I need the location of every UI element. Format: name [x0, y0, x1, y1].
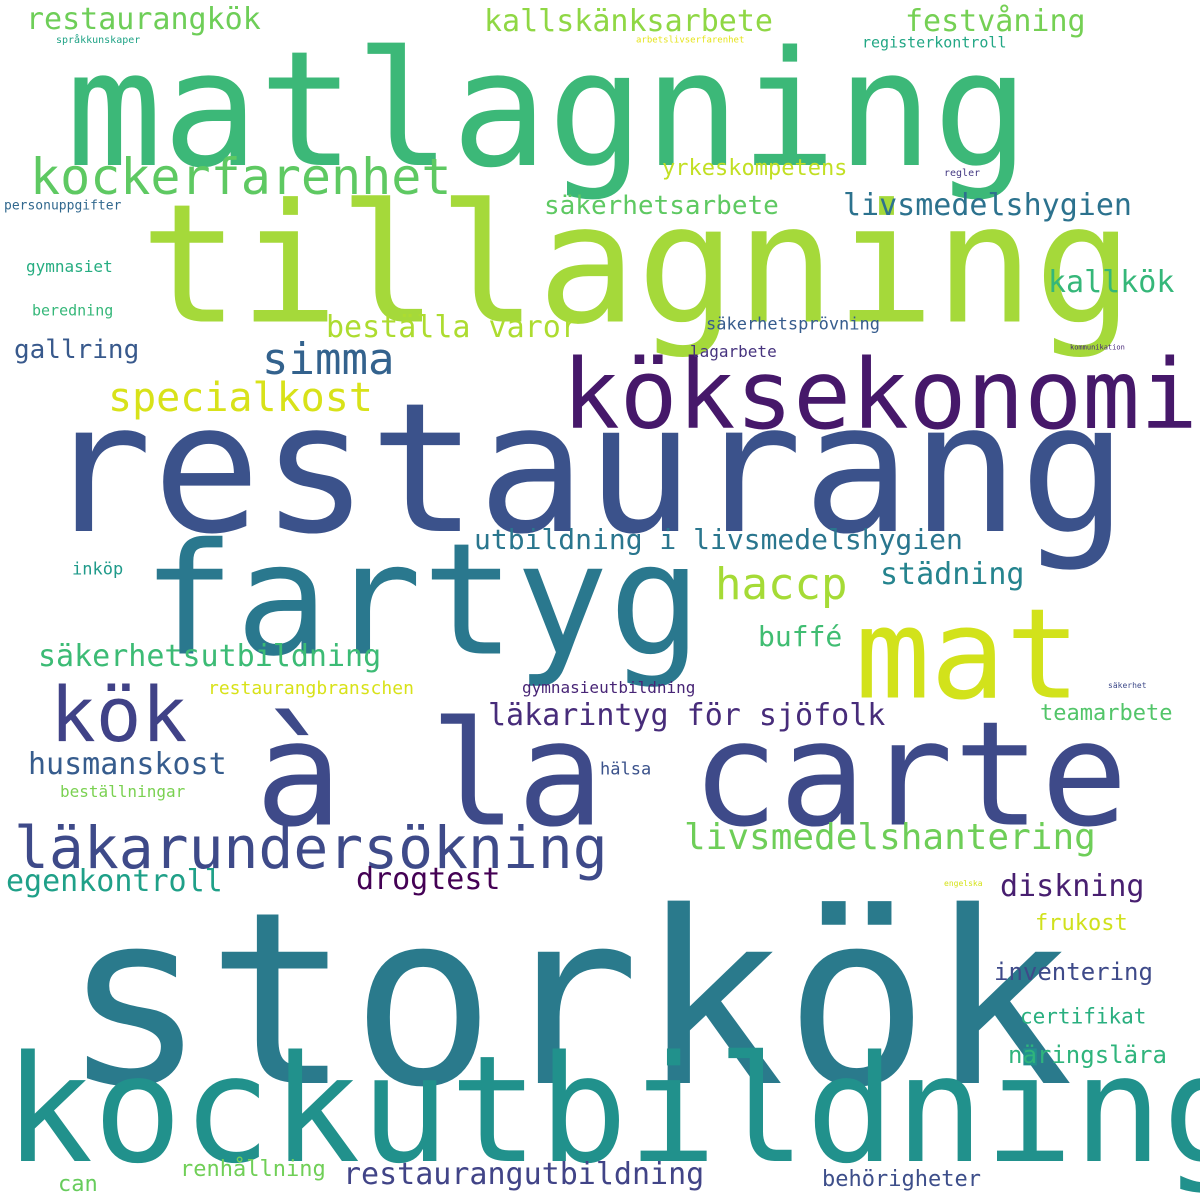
- word-lakarundersokning: läkarundersökning: [14, 814, 608, 882]
- word-bestalla-varor: beställa varor: [326, 310, 579, 345]
- word-engelska: engelska: [944, 879, 983, 888]
- word-kallskanksarbete: kallskänksarbete: [484, 4, 773, 39]
- word-inkop: inköp: [72, 559, 124, 580]
- word-matlagning: matlagning: [66, 16, 1030, 203]
- word-renhallning: renhållning: [180, 1157, 326, 1182]
- word-can: can: [58, 1172, 98, 1197]
- word-beredning: beredning: [32, 301, 114, 320]
- word-halsa: hälsa: [600, 759, 652, 780]
- word-kockerfarenhet: kockerfarenhet: [30, 148, 452, 206]
- word-storkok: storkök: [62, 860, 1074, 1140]
- word-buffe: buffé: [758, 620, 843, 653]
- word-restaurangkok: restaurangkök: [26, 2, 261, 37]
- word-restaurangutbildning: restaurangutbildning: [343, 1157, 705, 1192]
- word-egenkontroll: egenkontroll: [6, 864, 223, 899]
- word-drogtest: drogtest: [356, 862, 501, 897]
- word-sakerhet: säkerhet: [1108, 681, 1147, 690]
- word-simma: simma: [262, 334, 395, 385]
- word-arbetslivserfarenhet: arbetslivserfarenhet: [636, 35, 745, 46]
- word-sakerhetsarbete: säkerhetsarbete: [544, 191, 779, 221]
- word-personuppgifter: personuppgifter: [4, 198, 122, 214]
- word-sakerhetsutbildning: säkerhetsutbildning: [38, 639, 382, 674]
- word-restaurang: restaurang: [44, 365, 1128, 574]
- word-koksekonomi: köksekonomi: [562, 339, 1198, 451]
- word-regler: regler: [944, 168, 981, 179]
- word-specialkost: specialkost: [108, 375, 373, 421]
- word-gymnasieutbildning: gymnasieutbildning: [522, 678, 696, 697]
- word-restaurangbranschen: restaurangbranschen: [208, 678, 414, 699]
- word-gallring: gallring: [14, 335, 140, 365]
- word-teamarbete: teamarbete: [1040, 701, 1173, 726]
- word-a-la-carte: à la carte: [255, 690, 1128, 860]
- word-naringslara: näringslära: [1008, 1041, 1167, 1069]
- word-festvaning: festvåning: [905, 4, 1086, 39]
- word-bestallningar: beställningar: [60, 782, 186, 801]
- word-husmanskost: husmanskost: [28, 747, 227, 782]
- word-behorigheter: behörigheter: [822, 1167, 981, 1192]
- word-livsmedelshygien: livsmedelshygien: [843, 188, 1132, 223]
- word-tillagning: tillagning: [140, 168, 1134, 361]
- word-utbildning-i-livsmedelshygien: utbildning i livsmedelshygien: [474, 523, 963, 556]
- word-sakerhetsprovning: säkerhetsprövning: [706, 314, 880, 335]
- word-sprakkunskaper: språkkunskaper: [56, 35, 141, 46]
- word-registerkontroll: registerkontroll: [862, 33, 1007, 52]
- word-haccp: haccp: [715, 559, 848, 610]
- word-lakarintyg-for-sjofolk: läkarintyg för sjöfolk: [488, 698, 886, 733]
- word-stadning: städning: [880, 557, 1025, 592]
- word-livsmedelshantering: livsmedelshantering: [684, 817, 1096, 858]
- word-certifikat: certifikat: [1020, 1004, 1147, 1029]
- word-mat: mat: [855, 582, 1081, 728]
- word-kallkok: kallkök: [1048, 265, 1175, 300]
- word-fartyg: fartyg: [142, 509, 702, 691]
- word-gymnasiet: gymnasiet: [26, 257, 113, 276]
- word-yrkeskompetens: yrkeskompetens: [662, 156, 848, 181]
- word-kok: kök: [50, 670, 188, 759]
- word-kockutbildning: kockutbildning: [4, 1024, 1200, 1196]
- word-lagarbete: lagarbete: [690, 342, 777, 361]
- word-frukost: frukost: [1035, 911, 1128, 936]
- word-kommunikation: kommunikation: [1070, 343, 1125, 352]
- word-inventering: inventering: [994, 958, 1153, 986]
- word-diskning: diskning: [1000, 869, 1145, 904]
